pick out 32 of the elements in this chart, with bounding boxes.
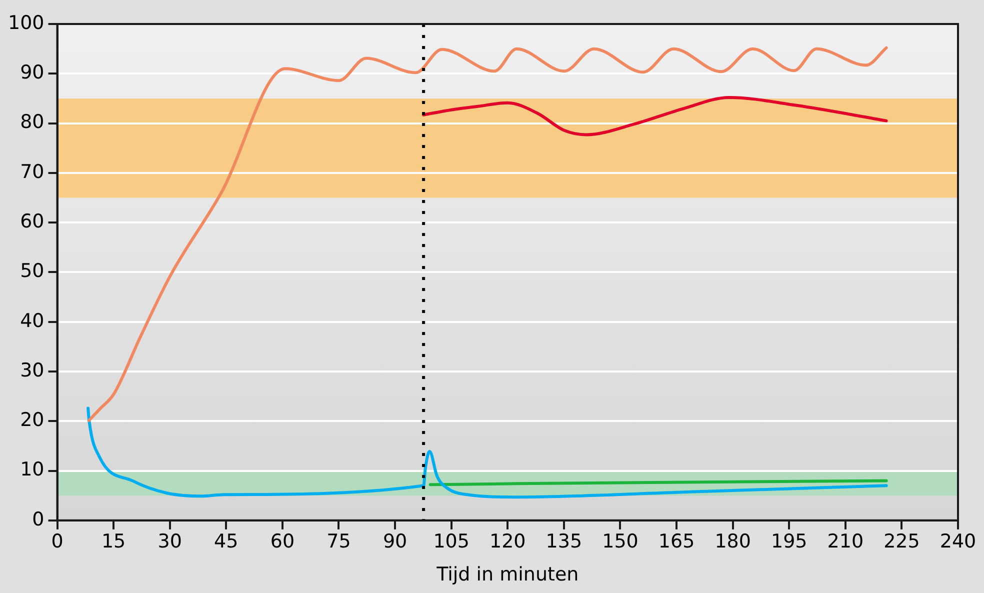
x-tick-label: 240 — [940, 530, 976, 553]
line-series — [422, 96, 888, 136]
y-tick-label: 80 — [20, 111, 44, 134]
y-tick-label: 20 — [20, 409, 44, 432]
x-axis-title: Tijd in minuten — [436, 564, 579, 586]
y-tick-label: 40 — [20, 310, 44, 332]
line-series — [87, 46, 888, 422]
x-tick-label: 150 — [602, 530, 638, 553]
x-tick-label: 15 — [101, 530, 126, 553]
x-tick-label: 225 — [884, 530, 920, 553]
y-tick-label: 10 — [20, 458, 44, 481]
y-tick-label: 100 — [8, 12, 44, 34]
x-tick-label: 195 — [770, 530, 808, 553]
y-tick-label: 90 — [20, 62, 44, 84]
y-tick-label: 0 — [32, 508, 44, 530]
line-series — [86, 406, 888, 499]
y-tick-label: 30 — [20, 359, 44, 382]
x-tick-label: 75 — [326, 530, 351, 553]
x-tick-label: 210 — [827, 530, 864, 553]
x-tick-label: 60 — [270, 530, 295, 553]
x-tick-label: 45 — [214, 530, 238, 553]
x-tick-label: 90 — [382, 530, 408, 553]
x-tick-label: 135 — [546, 530, 582, 553]
x-tick-label: 120 — [490, 530, 526, 553]
x-tick-label: 105 — [433, 530, 470, 553]
y-tick-label: 50 — [20, 260, 44, 282]
x-tick-label: 165 — [658, 530, 695, 553]
x-tick-label: 30 — [158, 530, 182, 553]
y-tick-label: 70 — [20, 160, 44, 183]
x-tick-label: 180 — [714, 530, 751, 553]
y-tick-label: 60 — [20, 210, 44, 232]
x-tick-label: 0 — [51, 530, 64, 553]
